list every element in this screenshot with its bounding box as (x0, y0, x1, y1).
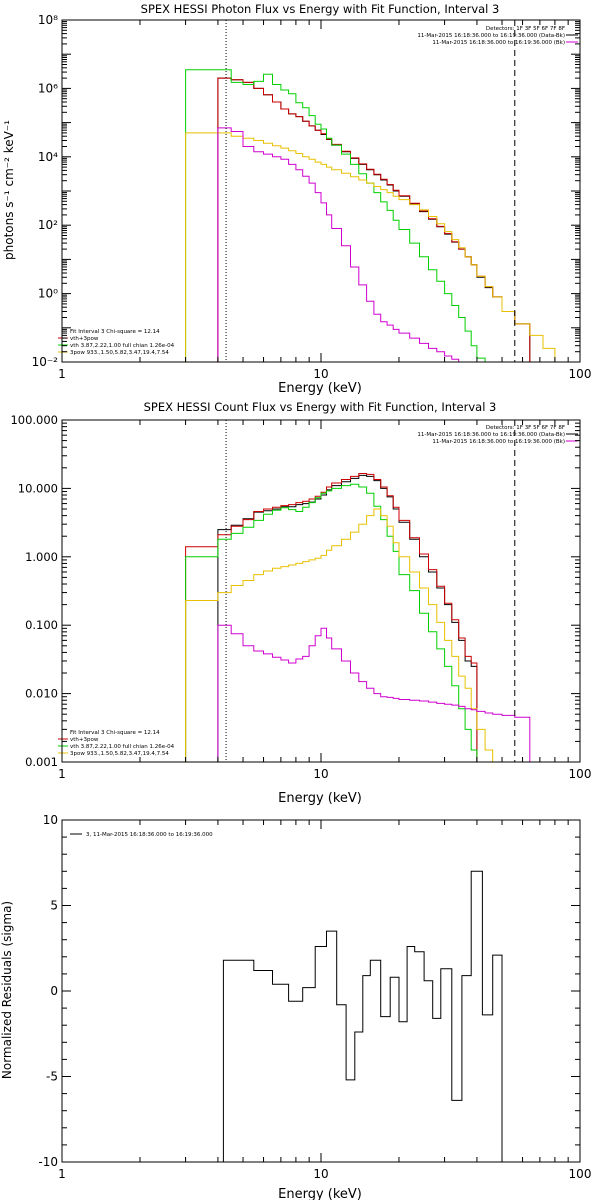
count-flux-detectors-label: Detectors: 1F 3F 5F 6F 7F 8F (486, 425, 565, 431)
count-flux-panel: SPEX HESSI Count Flux vs Energy with Fit… (10, 400, 591, 806)
count-flux-series-vth-3pow (185, 473, 478, 762)
photon-flux-y-tick-label: 10⁴ (38, 150, 58, 164)
photon-flux-legend-bk: 11-Mar-2015 16:18:36.000 to 16:19:36.000… (432, 40, 565, 46)
residuals-y-tick-label: 10 (43, 813, 58, 827)
residuals-x-tick-label: 10 (313, 1167, 328, 1181)
count-flux-series-3pow (185, 508, 503, 762)
count-flux-series-data-bk (217, 474, 478, 762)
count-flux-x-tick-label: 10 (313, 767, 328, 781)
photon-flux-y-tick-label: 10⁸ (38, 13, 58, 27)
photon-flux-fit-label: Fit Interval 3 Chi-square = 12.14 (70, 329, 160, 335)
count-flux-series-group (185, 473, 531, 762)
count-flux-title: SPEX HESSI Count Flux vs Energy with Fit… (144, 400, 497, 414)
residuals-xlabel: Energy (keV) (278, 1187, 362, 1200)
count-flux-legend-bk: 11-Mar-2015 16:18:36.000 to 16:19:36.000… (432, 439, 565, 445)
count-flux-ticks (61, 420, 580, 763)
photon-flux-series-data-bk (217, 77, 531, 362)
photon-flux-y-tick-label: 10⁶ (38, 81, 58, 95)
residuals-y-tick-label: 5 (50, 899, 58, 913)
photon-flux-legend-vth: vth 3.87,2.22,1.00 full chian 1.26e-04 (70, 343, 175, 349)
photon-flux-ylabel: photons s⁻¹ cm⁻² keV⁻¹ (2, 120, 16, 260)
count-flux-series-vth (185, 483, 478, 762)
photon-flux-title: SPEX HESSI Photon Flux vs Energy with Fi… (141, 2, 500, 16)
photon-flux-x-tick-label: 1 (58, 367, 66, 381)
residuals-ylabel: Normalized Residuals (sigma) (0, 901, 14, 1079)
count-flux-fit-label: Fit Interval 3 Chi-square = 12.14 (70, 730, 160, 736)
count-flux-series-bk (217, 624, 531, 762)
residuals-panel: Energy (keV) Normalized Residuals (sigma… (0, 813, 592, 1202)
photon-flux-y-tick-label: 10² (38, 218, 58, 232)
count-flux-xlabel: Energy (keV) (278, 791, 362, 806)
photon-flux-series-vth (185, 69, 486, 362)
count-flux-plot-frame (61, 419, 581, 763)
photon-flux-x-tick-label: 10 (313, 367, 328, 381)
count-flux-x-tick-label: 1 (58, 767, 66, 781)
count-flux-y-tick-label: 100.000 (10, 413, 58, 427)
count-flux-y-tick-label: 10.000 (18, 481, 58, 495)
count-flux-legend-model: vth+3pow (70, 737, 99, 743)
count-flux-y-tick-label: 0.001 (25, 755, 58, 769)
residuals-legend-label: 3, 11-Mar-2015 16:18:36.000 to 16:19:36.… (86, 832, 213, 838)
residuals-y-tick-label: -5 (46, 1070, 58, 1084)
count-flux-y-tick-label: 0.010 (25, 687, 58, 701)
residuals-x-tick-label: 100 (569, 1167, 592, 1181)
count-flux-y-tick-label: 1.000 (25, 550, 58, 564)
residuals-ticks (61, 819, 580, 1163)
residuals-y-tick-label: 0 (50, 984, 58, 998)
photon-flux-series-group (185, 69, 569, 362)
photon-flux-series-bk (217, 127, 466, 362)
residuals-x-tick-label: 1 (58, 1167, 66, 1181)
residuals-series-group (222, 870, 516, 1162)
photon-flux-y-tick-label: 10⁻² (32, 355, 59, 369)
count-flux-x-tick-label: 100 (569, 767, 592, 781)
photon-flux-legend-3pow: 3pow 933.,1.50,5.82,3.47,19.4,7.54 (70, 350, 169, 356)
photon-flux-ticks (61, 20, 580, 363)
count-flux-legend-data: 11-Mar-2015 16:18:36.000 to 16:19:36.000… (417, 432, 565, 438)
photon-flux-y-tick-label: 10⁰ (38, 287, 58, 301)
photon-flux-legend-model: vth+3pow (70, 336, 99, 342)
photon-flux-xlabel: Energy (keV) (278, 381, 362, 396)
photon-flux-panel: SPEX HESSI Photon Flux vs Energy with Fi… (2, 2, 591, 396)
count-flux-legend-3pow: 3pow 933.,1.50,5.82,3.47,19.4,7.54 (70, 751, 169, 757)
photon-flux-series-3pow (185, 132, 569, 362)
photon-flux-detectors-label: Detectors: 1F 3F 5F 6F 7F 8F (486, 26, 565, 32)
photon-flux-series-vth-3pow (217, 77, 531, 362)
photon-flux-legend-data: 11-Mar-2015 16:18:36.000 to 16:19:36.000… (417, 33, 565, 39)
residuals-series-residuals (222, 870, 516, 1162)
count-flux-y-tick-label: 0.100 (25, 618, 58, 632)
residuals-y-tick-label: -10 (38, 1155, 58, 1169)
photon-flux-x-tick-label: 100 (569, 367, 592, 381)
count-flux-legend-vth: vth 3.87,2.22,1.00 full chian 1.26e-04 (70, 744, 175, 750)
